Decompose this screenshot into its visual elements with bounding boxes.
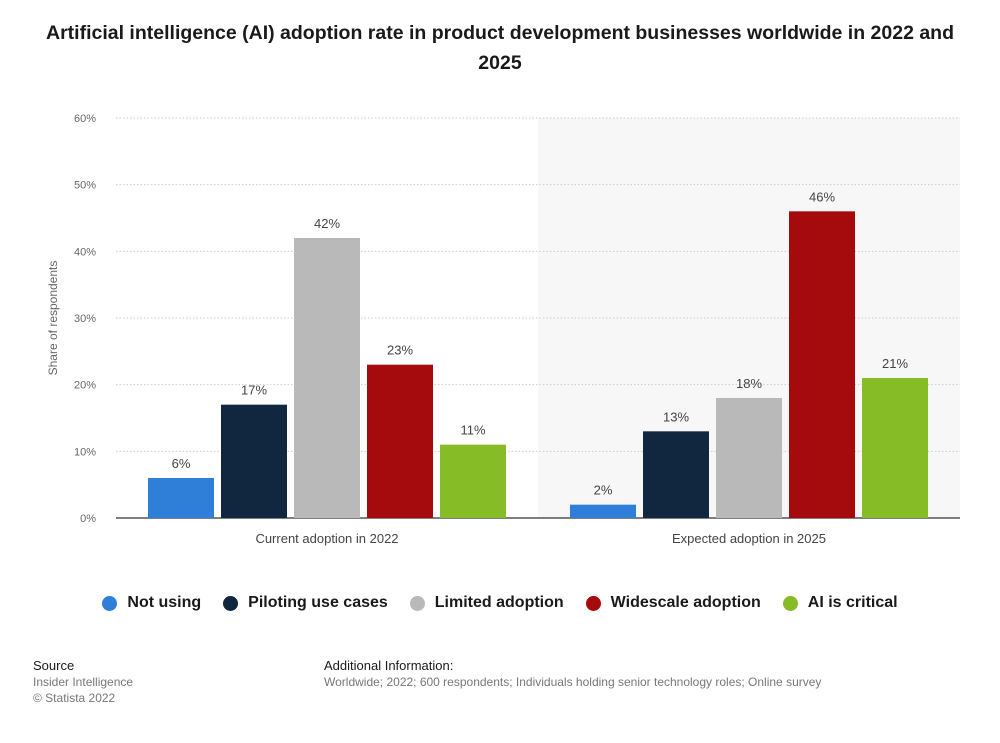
- chart-title: Artificial intelligence (AI) adoption ra…: [46, 22, 954, 74]
- additional-info-text: Worldwide; 2022; 600 respondents; Indivi…: [324, 675, 822, 689]
- circle-marker-icon: [782, 595, 798, 611]
- data-label: 11%: [460, 423, 485, 438]
- copyright: © Statista 2022: [33, 691, 116, 705]
- x-tick-label: Expected adoption in 2025: [672, 531, 826, 546]
- y-tick-label: 30%: [74, 313, 96, 325]
- additional-info-block: Additional Information: Worldwide; 2022;…: [324, 658, 821, 690]
- bar: [643, 431, 709, 518]
- source-heading: Source: [33, 658, 75, 673]
- legend-item-limited-adoption[interactable]: Limited adoption: [409, 594, 564, 612]
- legend-item-piloting-use-cases[interactable]: Piloting use cases: [223, 594, 388, 612]
- y-axis-title: Share of respondents: [46, 261, 60, 376]
- y-tick-label: 50%: [74, 180, 96, 192]
- data-label: 2%: [594, 483, 613, 498]
- circle-marker-icon: [223, 595, 239, 611]
- bar: [294, 238, 360, 518]
- y-tick-label: 20%: [74, 380, 96, 392]
- data-label: 21%: [882, 356, 908, 371]
- x-tick-label: Current adoption in 2022: [255, 531, 398, 546]
- legend-label: Limited adoption: [434, 594, 564, 611]
- legend-label: Widescale adoption: [610, 594, 761, 611]
- source-name[interactable]: Insider Intelligence: [33, 675, 134, 689]
- circle-marker-icon: [585, 595, 601, 611]
- additional-info-heading: Additional Information:: [324, 658, 454, 673]
- bar: [570, 504, 636, 518]
- legend-label: Not using: [127, 594, 202, 611]
- bar: [221, 404, 287, 518]
- bar: [862, 378, 928, 518]
- bar: [716, 398, 782, 518]
- bar: [440, 444, 506, 518]
- data-label: 17%: [241, 383, 267, 398]
- bar: [367, 364, 433, 518]
- data-label: 6%: [172, 456, 191, 471]
- circle-marker-icon: [409, 595, 425, 611]
- data-label: 46%: [809, 189, 835, 204]
- data-label: 42%: [314, 216, 340, 231]
- source-block: Source Insider Intelligence © Statista 2…: [33, 658, 133, 706]
- legend-item-ai-is-critical[interactable]: AI is critical: [782, 594, 898, 612]
- data-label: 18%: [736, 376, 762, 391]
- bar: [789, 211, 855, 519]
- y-tick-label: 60%: [74, 113, 96, 125]
- y-tick-label: 40%: [74, 246, 96, 258]
- bar-chart: 0% 10% 20% 30% 40% 50% 60% Share of respondents…: [46, 113, 960, 546]
- y-tick-label: 0%: [80, 513, 96, 525]
- data-label: 13%: [663, 409, 689, 424]
- legend: Not using Piloting use cases Limited ado…: [0, 594, 1000, 612]
- bar: [148, 478, 214, 518]
- legend-item-widescale-adoption[interactable]: Widescale adoption: [585, 594, 761, 612]
- legend-item-not-using[interactable]: Not using: [102, 594, 201, 612]
- data-label: 23%: [387, 343, 413, 358]
- legend-label: AI is critical: [807, 594, 898, 611]
- y-tick-label: 10%: [74, 446, 96, 458]
- legend-label: Piloting use cases: [248, 594, 388, 611]
- circle-marker-icon: [102, 595, 118, 611]
